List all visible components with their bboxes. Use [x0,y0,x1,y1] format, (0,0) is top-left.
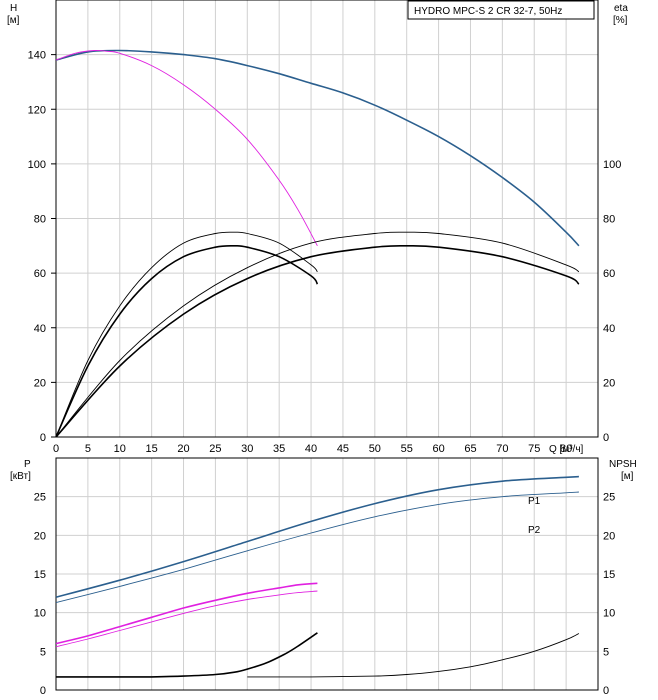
x-tick-label: 20 [177,443,189,455]
p2-label: P2 [528,525,541,536]
x-tick-label: 60 [432,443,444,455]
x-tick-label: 5 [85,443,91,455]
top-series [55,49,580,438]
bottom-left-tick-label: 0 [40,685,46,697]
top-right-tick-label: 20 [603,377,615,389]
bottom-left-tick-label: 15 [34,569,46,581]
top-left-tick-label: 60 [34,268,46,280]
bottom-plot-frame [55,457,599,691]
bottom-right-axis-unit: [м] [621,471,634,482]
bottom-series [55,475,580,678]
top-tick-labels: 0 5 10 15 20 25 30 35 40 45 50 55 60 65 70 75 80 0 20 40 60 8… [28,50,622,455]
x-axis-unit: Q [м³/ч] [549,444,584,455]
top-series-line [55,49,318,247]
x-tick-label: 35 [273,443,285,455]
top-left-tick-label: 120 [28,104,46,116]
bottom-left-axis-unit: [кВт] [10,471,31,482]
bottom-left-tick-label: 25 [34,492,46,504]
top-right-tick-label: 40 [603,323,615,335]
bottom-grid [55,457,599,691]
x-tick-label: 65 [464,443,476,455]
x-tick-label: 25 [209,443,221,455]
top-series-line [55,49,580,247]
top-right-axis-label: eta [614,3,628,14]
x-tick-label: 10 [114,443,126,455]
bottom-left-axis-label: P [24,459,31,470]
bottom-right-axis-label: NPSH [609,459,637,470]
x-tick-label: 55 [401,443,413,455]
bottom-right-tick-label: 5 [603,646,609,658]
x-tick-label: 0 [53,443,59,455]
bottom-right-tick-label: 10 [603,608,615,620]
top-left-tick-label: 0 [40,432,46,444]
bottom-series-line [247,633,580,678]
top-right-tick-label: 0 [603,432,609,444]
bottom-series-line [55,491,579,604]
top-right-axis-unit: [%] [613,15,628,26]
top-grid [55,0,599,438]
top-left-axis-label: H [10,3,17,14]
bottom-right-tick-label: 20 [603,530,615,542]
bottom-left-tick-label: 5 [40,646,46,658]
top-left-tick-label: 100 [28,159,46,171]
bottom-series-line [55,475,579,598]
x-tick-label: 75 [528,443,540,455]
top-left-axis-unit: [м] [7,15,20,26]
p1-label: P1 [528,496,541,507]
bottom-left-tick-label: 10 [34,608,46,620]
top-left-tick-label: 40 [34,323,46,335]
top-right-tick-label: 80 [603,214,615,226]
x-tick-label: 40 [305,443,317,455]
bottom-series-line [55,632,318,678]
bottom-series-line [55,582,318,645]
chart-title: HYDRO MPC-S 2 CR 32-7, 50Hz [414,6,562,17]
top-series-line [55,244,319,438]
top-series-line [55,244,580,438]
top-left-tick-label: 20 [34,377,46,389]
top-series-line [55,231,580,438]
top-series-line [55,231,318,438]
x-tick-label: 70 [496,443,508,455]
bottom-right-tick-label: 0 [603,685,609,697]
bottom-series-line [55,590,318,648]
top-right-tick-label: 100 [603,159,621,171]
title-box [407,0,595,20]
bottom-right-tick-label: 15 [603,569,615,581]
bottom-left-tick-label: 20 [34,530,46,542]
top-left-tick-label: 80 [34,214,46,226]
x-tick-label: 45 [337,443,349,455]
top-right-tick-label: 60 [603,268,615,280]
top-left-tick-label: 140 [28,50,46,62]
x-tick-label: 15 [146,443,158,455]
x-tick-label: 30 [241,443,253,455]
bottom-right-tick-label: 25 [603,492,615,504]
x-tick-label: 50 [369,443,381,455]
bottom-tick-labels: 0 5 10 15 20 25 0 5 10 15 20 25 [34,492,616,697]
x-tick-label: 80 [560,443,572,455]
